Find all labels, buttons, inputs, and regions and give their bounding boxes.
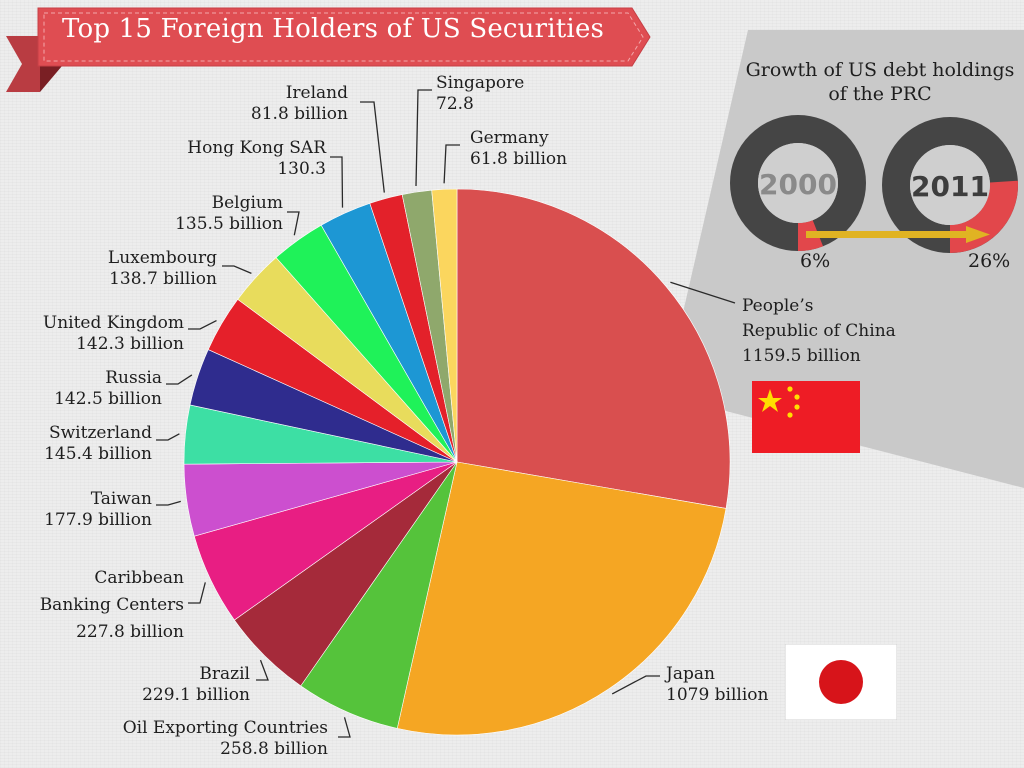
growth-arrow-head xyxy=(966,226,990,243)
label-caribbean-value: 227.8 billion xyxy=(76,622,184,642)
donut-year-2011: 2011 xyxy=(911,170,989,203)
leader-line-people-s-republic-of-china xyxy=(670,281,736,304)
leader-line-switzerland xyxy=(156,433,180,441)
label-switzerland-value: 145.4 billion xyxy=(44,444,152,464)
japan-flag-icon xyxy=(785,644,897,720)
label-hong-kong: Hong Kong SAR 130.3 xyxy=(187,138,326,180)
label-hong-kong-name: Hong Kong SAR xyxy=(187,138,326,158)
share-2011-label: 26% xyxy=(968,250,1011,272)
label-caribbean-line1: Caribbean xyxy=(94,568,184,588)
leader-line-brazil xyxy=(256,659,269,681)
leader-line-united-kingdom xyxy=(188,320,217,330)
leader-line-germany xyxy=(443,144,460,184)
label-luxembourg: Luxembourg 138.7 billion xyxy=(108,248,217,290)
label-oil-exporting: Oil Exporting Countries 258.8 billion xyxy=(123,718,328,760)
label-russia-name: Russia xyxy=(105,368,162,388)
label-oil-name: Oil Exporting Countries xyxy=(122,718,328,738)
growth-arrow-shaft xyxy=(806,231,966,238)
pie-slice-people-s-republic-of-china xyxy=(456,188,731,509)
label-luxembourg-name: Luxembourg xyxy=(107,248,217,268)
inset-title: Growth of US debt holdings of the PRC xyxy=(732,58,1024,106)
label-taiwan-value: 177.9 billion xyxy=(44,510,152,530)
label-japan-value: 1079 billion xyxy=(666,685,769,705)
label-oil-value: 258.8 billion xyxy=(220,739,328,759)
label-singapore: Singapore 72.8 xyxy=(436,73,524,115)
label-japan: Japan 1079 billion xyxy=(666,664,768,706)
label-belgium: Belgium 135.5 billion xyxy=(175,193,283,235)
donut-year-2000: 2000 xyxy=(759,168,837,201)
share-2000-label: 6% xyxy=(800,250,831,272)
leader-line-hong-kong-sar xyxy=(330,156,344,208)
label-germany-value: 61.8 billion xyxy=(470,149,568,169)
label-belgium-value: 135.5 billion xyxy=(175,214,283,234)
label-ireland: Ireland 81.8 billion xyxy=(251,83,348,125)
page-title: Top 15 Foreign Holders of US Securities xyxy=(62,14,605,44)
label-brazil-name: Brazil xyxy=(199,664,250,684)
leader-line-taiwan xyxy=(156,500,181,506)
label-brazil: Brazil 229.1 billion xyxy=(142,664,250,706)
label-ireland-value: 81.8 billion xyxy=(250,104,348,124)
label-uk-name: United Kingdom xyxy=(42,313,184,333)
label-ireland-name: Ireland xyxy=(285,83,348,103)
label-russia-value: 142.5 billion xyxy=(54,389,162,409)
banner-ribbon xyxy=(37,7,651,67)
label-belgium-name: Belgium xyxy=(211,193,283,213)
leader-line-belgium xyxy=(287,211,300,236)
leader-line-singapore xyxy=(415,89,432,187)
label-china-line2: Republic of China xyxy=(742,321,896,341)
inset-title-line2: of the PRC xyxy=(828,83,932,105)
donut-hole-2011 xyxy=(910,145,990,225)
banner-fold xyxy=(40,66,62,92)
label-singapore-name: Singapore xyxy=(436,73,525,93)
label-switzerland-name: Switzerland xyxy=(48,423,152,443)
label-brazil-value: 229.1 billion xyxy=(142,685,250,705)
label-taiwan: Taiwan 177.9 billion xyxy=(44,489,152,531)
label-taiwan-name: Taiwan xyxy=(90,489,152,509)
pie-slice-germany xyxy=(431,188,458,463)
label-japan-name: Japan xyxy=(666,664,715,684)
leader-line-ireland xyxy=(360,101,385,193)
label-china: People’s Republic of China 1159.5 billio… xyxy=(742,294,896,369)
label-caribbean-line2: Banking Centers xyxy=(39,595,184,615)
label-germany: Germany 61.8 billion xyxy=(470,128,567,170)
leader-line-japan xyxy=(611,675,660,695)
leader-line-luxembourg xyxy=(222,265,252,274)
label-switzerland: Switzerland 145.4 billion xyxy=(44,423,152,465)
label-germany-name: Germany xyxy=(470,128,549,148)
pie-slice-japan xyxy=(396,461,727,736)
banner-tail xyxy=(6,36,40,92)
leader-line-oil-exporting-countries xyxy=(338,717,351,738)
label-luxembourg-value: 138.7 billion xyxy=(109,269,217,289)
china-flag-icon xyxy=(752,381,860,453)
donut-hole-2000 xyxy=(758,143,838,223)
leader-line-russia xyxy=(166,374,193,385)
label-russia: Russia 142.5 billion xyxy=(54,368,162,410)
label-hong-kong-value: 130.3 xyxy=(277,159,326,179)
label-china-line1: People’s xyxy=(742,296,814,316)
label-china-value: 1159.5 billion xyxy=(742,346,861,366)
inset-title-line1: Growth of US debt holdings xyxy=(745,59,1015,81)
donut-2000: 2000 xyxy=(730,115,866,251)
label-caribbean: Caribbean Banking Centers 227.8 billion xyxy=(40,565,184,646)
label-united-kingdom: United Kingdom 142.3 billion xyxy=(43,313,184,355)
label-uk-value: 142.3 billion xyxy=(76,334,184,354)
leader-line-caribbean-banking-centers xyxy=(188,582,206,604)
growth-arrow xyxy=(806,226,990,243)
label-singapore-value: 72.8 xyxy=(436,94,474,114)
